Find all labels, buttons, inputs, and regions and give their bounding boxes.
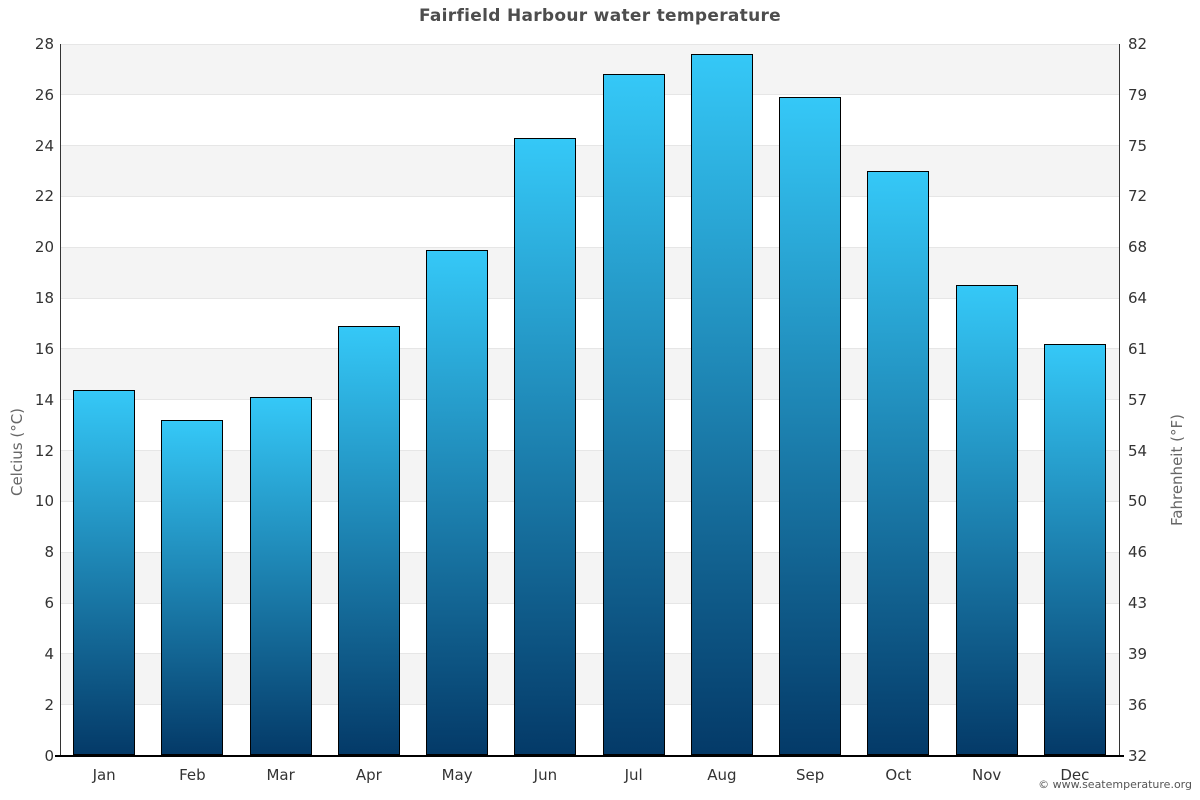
x-axis-label-dec: Dec	[1060, 765, 1090, 784]
gridline	[60, 297, 1119, 299]
plot-band	[60, 450, 1119, 502]
y-axis-tick-celsius: 10	[34, 492, 54, 511]
x-axis-label-apr: Apr	[355, 765, 382, 784]
temperature-bar-dec[interactable]	[1043, 343, 1106, 756]
x-axis-label-sep: Sep	[795, 765, 825, 784]
y-axis-tick-celsius: 28	[34, 35, 54, 53]
y-axis-tick-fahrenheit: 32	[1128, 746, 1148, 765]
temperature-bar-jul[interactable]	[602, 74, 665, 756]
gridline	[60, 450, 1119, 452]
y-axis-tick-fahrenheit: 36	[1128, 695, 1148, 714]
temperature-bar-feb[interactable]	[161, 420, 224, 756]
y-axis-title-fahrenheit: Fahrenheit (°F)	[1168, 414, 1186, 526]
y-axis-tick-fahrenheit: 68	[1128, 238, 1148, 257]
gridline	[60, 195, 1119, 197]
gridline	[60, 551, 1119, 553]
x-axis-label-may: May	[441, 765, 473, 784]
temperature-bar-apr[interactable]	[337, 326, 400, 756]
y-axis-tick-fahrenheit: 54	[1128, 441, 1148, 460]
x-axis-label-mar: Mar	[266, 765, 295, 784]
y-axis-tick-celsius: 20	[34, 238, 54, 257]
plot-band	[60, 145, 1119, 197]
x-axis-label-oct: Oct	[885, 765, 912, 784]
y-axis-tick-fahrenheit: 72	[1128, 187, 1148, 206]
temperature-bar-sep[interactable]	[779, 97, 842, 756]
gridline	[60, 399, 1119, 401]
y-axis-tick-celsius: 4	[44, 644, 54, 663]
temperature-bar-oct[interactable]	[867, 171, 930, 756]
gridline	[60, 246, 1119, 248]
gridline	[60, 145, 1119, 147]
gridline	[60, 348, 1119, 350]
temperature-bar-jan[interactable]	[73, 389, 136, 756]
y-axis-tick-fahrenheit: 43	[1128, 594, 1148, 613]
plot-band	[60, 552, 1119, 604]
plot-band	[60, 348, 1119, 400]
y-axis-tick-celsius: 14	[34, 390, 54, 409]
x-axis-label-aug: Aug	[707, 765, 737, 784]
y-axis-tick-celsius: 24	[34, 136, 54, 155]
y-axis-tick-fahrenheit: 79	[1128, 85, 1148, 104]
chart-title: Fairfield Harbour water temperature	[418, 6, 781, 26]
y-axis-tick-fahrenheit: 61	[1128, 339, 1148, 358]
y-axis-tick-celsius: 18	[34, 289, 54, 308]
plot-band	[60, 44, 1119, 95]
copyright-credit: © www.seatemperature.org	[1038, 778, 1192, 791]
x-axis-baseline	[55, 754, 1124, 757]
gridline	[60, 602, 1119, 604]
temperature-bar-may[interactable]	[426, 249, 489, 756]
y-axis-line-left	[60, 44, 61, 756]
y-axis-tick-celsius: 22	[34, 187, 54, 206]
y-axis-tick-fahrenheit: 57	[1128, 390, 1148, 409]
x-axis-label-nov: Nov	[971, 765, 1002, 784]
y-axis-tick-celsius: 0	[44, 746, 54, 765]
y-axis-tick-fahrenheit: 50	[1128, 492, 1148, 511]
y-axis-line-right	[1119, 44, 1120, 756]
gridline	[60, 43, 1119, 45]
temperature-bar-mar[interactable]	[249, 397, 312, 756]
x-axis-label-feb: Feb	[179, 765, 206, 784]
plot-band	[60, 653, 1119, 705]
temperature-bar-aug[interactable]	[690, 54, 753, 756]
gridline	[60, 500, 1119, 502]
y-axis-tick-fahrenheit: 64	[1128, 289, 1148, 308]
x-axis-label-jan: Jan	[92, 765, 116, 784]
y-axis-tick-celsius: 8	[44, 543, 54, 562]
x-axis-label-jul: Jul	[624, 765, 643, 784]
y-axis-tick-fahrenheit: 46	[1128, 543, 1148, 562]
x-axis-label-jun: Jun	[533, 765, 558, 784]
gridline	[60, 704, 1119, 706]
gridline	[60, 94, 1119, 96]
y-axis-tick-celsius: 12	[34, 441, 54, 460]
y-axis-tick-celsius: 26	[34, 85, 54, 104]
temperature-bar-jun[interactable]	[514, 138, 577, 756]
y-axis-tick-celsius: 16	[34, 339, 54, 358]
y-axis-tick-celsius: 6	[44, 594, 54, 613]
plot-band	[60, 247, 1119, 299]
y-axis-tick-fahrenheit: 39	[1128, 644, 1148, 663]
temperature-bar-nov[interactable]	[955, 285, 1018, 756]
y-axis-tick-celsius: 2	[44, 695, 54, 714]
y-axis-tick-fahrenheit: 75	[1128, 136, 1148, 155]
y-axis-tick-fahrenheit: 82	[1128, 35, 1148, 53]
gridline	[60, 653, 1119, 655]
